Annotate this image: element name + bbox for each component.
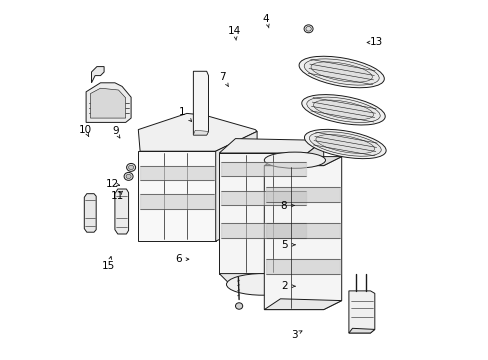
Ellipse shape bbox=[301, 95, 385, 125]
Ellipse shape bbox=[226, 274, 298, 295]
Text: 6: 6 bbox=[175, 254, 182, 264]
Ellipse shape bbox=[126, 163, 135, 171]
Polygon shape bbox=[219, 139, 323, 153]
Text: 1: 1 bbox=[179, 107, 185, 117]
Ellipse shape bbox=[310, 62, 371, 82]
Ellipse shape bbox=[264, 152, 325, 168]
Ellipse shape bbox=[313, 100, 373, 120]
Ellipse shape bbox=[305, 27, 311, 31]
Text: 5: 5 bbox=[280, 240, 287, 250]
Ellipse shape bbox=[306, 97, 380, 122]
Polygon shape bbox=[193, 71, 208, 135]
Text: 10: 10 bbox=[79, 125, 92, 135]
Text: 13: 13 bbox=[369, 37, 383, 48]
Polygon shape bbox=[138, 113, 257, 151]
Polygon shape bbox=[115, 189, 128, 234]
Polygon shape bbox=[86, 83, 131, 122]
Polygon shape bbox=[84, 194, 96, 232]
Polygon shape bbox=[219, 153, 307, 274]
Polygon shape bbox=[307, 140, 323, 274]
Polygon shape bbox=[348, 291, 374, 333]
Ellipse shape bbox=[299, 56, 384, 88]
Ellipse shape bbox=[124, 172, 133, 180]
Polygon shape bbox=[264, 157, 341, 166]
Text: 14: 14 bbox=[228, 26, 241, 36]
Polygon shape bbox=[264, 157, 341, 310]
Polygon shape bbox=[91, 67, 104, 83]
Polygon shape bbox=[90, 88, 125, 118]
Text: 12: 12 bbox=[105, 179, 119, 189]
Text: 7: 7 bbox=[219, 72, 226, 82]
Text: 4: 4 bbox=[262, 14, 269, 24]
Text: 15: 15 bbox=[102, 261, 115, 271]
Text: 11: 11 bbox=[111, 191, 124, 201]
Ellipse shape bbox=[309, 132, 381, 156]
Ellipse shape bbox=[304, 129, 386, 159]
Polygon shape bbox=[138, 151, 215, 241]
Ellipse shape bbox=[235, 303, 242, 309]
Ellipse shape bbox=[126, 174, 131, 179]
Polygon shape bbox=[215, 131, 257, 241]
Polygon shape bbox=[264, 299, 341, 310]
Ellipse shape bbox=[315, 135, 374, 153]
Text: 9: 9 bbox=[112, 126, 119, 136]
Polygon shape bbox=[348, 328, 374, 333]
Text: 2: 2 bbox=[280, 281, 287, 291]
Polygon shape bbox=[193, 130, 208, 135]
Ellipse shape bbox=[304, 25, 312, 33]
Text: 3: 3 bbox=[290, 330, 297, 340]
Polygon shape bbox=[219, 274, 307, 284]
Ellipse shape bbox=[128, 165, 133, 170]
Text: 8: 8 bbox=[280, 201, 286, 211]
Ellipse shape bbox=[304, 59, 378, 85]
